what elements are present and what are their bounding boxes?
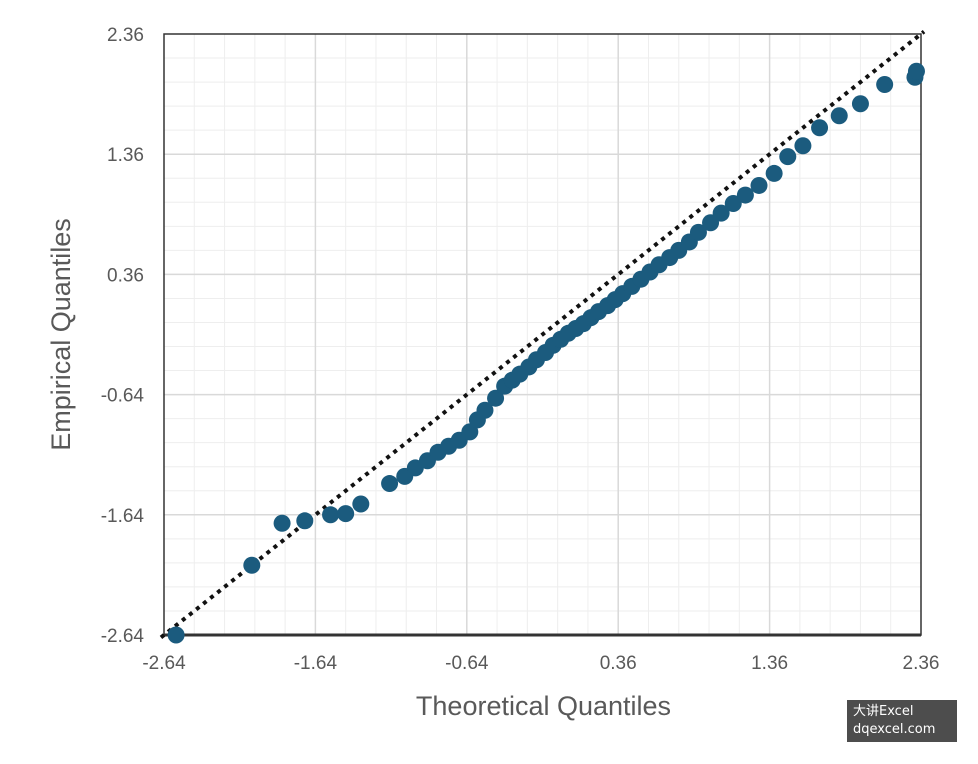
- data-point: [352, 495, 370, 513]
- data-points: [167, 62, 925, 644]
- watermark-line-2: dqexcel.com: [853, 722, 936, 737]
- data-point: [243, 556, 261, 574]
- data-point: [736, 186, 754, 204]
- data-point: [794, 137, 812, 155]
- data-point: [712, 204, 730, 222]
- data-point: [779, 148, 797, 166]
- data-point: [381, 475, 399, 493]
- data-point: [487, 389, 505, 407]
- y-tick-labels: 2.36 1.36 0.36 -0.64 -1.64 -2.64: [101, 25, 145, 647]
- x-tick-label: -0.64: [445, 653, 489, 674]
- y-tick-label: 0.36: [107, 265, 144, 286]
- x-axis-title: Theoretical Quantiles: [416, 691, 671, 721]
- x-tick-label: -1.64: [294, 653, 338, 674]
- x-tick-label: 0.36: [600, 653, 637, 674]
- data-point: [167, 626, 185, 644]
- y-axis-title: Empirical Quantiles: [46, 218, 76, 451]
- data-point: [273, 514, 291, 532]
- data-point: [322, 506, 340, 524]
- data-point: [830, 107, 848, 125]
- x-tick-label: 2.36: [903, 653, 940, 674]
- x-tick-label: -2.64: [142, 653, 186, 674]
- data-point: [296, 512, 314, 530]
- data-point: [476, 401, 494, 419]
- watermark-line-1: 大讲Excel: [853, 704, 914, 719]
- y-tick-label: 1.36: [107, 145, 144, 166]
- data-point: [811, 119, 829, 137]
- x-tick-labels: -2.64 -1.64 -0.64 0.36 1.36 2.36: [142, 653, 939, 674]
- data-point: [689, 223, 707, 241]
- data-point: [907, 62, 925, 80]
- y-tick-label: -2.64: [101, 626, 145, 647]
- data-point: [750, 176, 768, 194]
- data-point: [851, 95, 869, 113]
- data-point: [337, 505, 355, 523]
- reference-line: [159, 30, 926, 639]
- y-tick-label: 2.36: [107, 25, 144, 46]
- y-tick-label: -0.64: [101, 386, 145, 407]
- x-tick-label: 1.36: [751, 653, 788, 674]
- data-point: [724, 194, 742, 212]
- y-tick-label: -1.64: [101, 506, 145, 527]
- minor-gridlines: [164, 34, 921, 635]
- data-point: [876, 75, 894, 93]
- data-point: [765, 164, 783, 182]
- watermark: 大讲Excel dqexcel.com: [847, 700, 957, 742]
